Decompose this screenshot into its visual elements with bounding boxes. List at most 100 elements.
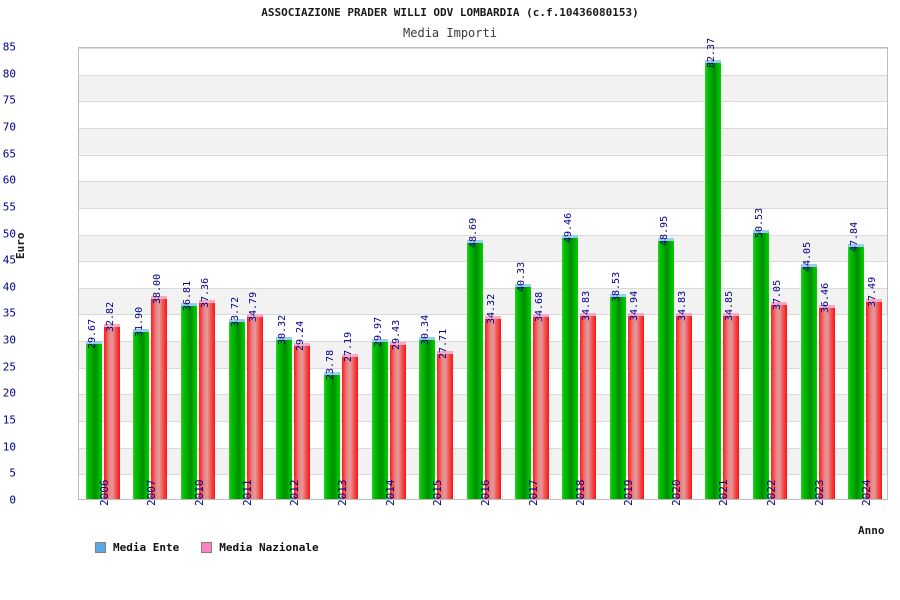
y-axis-tick-label: 70: [2, 120, 16, 134]
legend-label-media-nazionale: Media Nazionale: [219, 541, 319, 554]
y-axis-tick-label: 65: [2, 147, 16, 161]
bar-value-label: 31.90: [134, 306, 146, 337]
bar-media-nazionale[interactable]: [675, 313, 692, 499]
bar-media-nazionale[interactable]: [627, 312, 644, 499]
gridline: [79, 74, 887, 76]
bar-cap: [723, 313, 740, 317]
bar-media-ente[interactable]: [276, 337, 293, 499]
y-axis-tick-label: 80: [2, 67, 16, 81]
gridline: [79, 154, 887, 156]
bar-value-label: 23.78: [325, 350, 337, 381]
y-axis-tick-label: 55: [2, 200, 16, 214]
bar-media-ente[interactable]: [562, 235, 579, 499]
bar-value-label: 33.72: [229, 297, 241, 328]
bar-media-ente[interactable]: [371, 339, 388, 499]
y-axis-tick-label: 15: [2, 413, 16, 427]
bar-media-ente[interactable]: [228, 319, 245, 499]
bar-cap: [103, 324, 120, 328]
bar-cap: [818, 304, 835, 308]
x-axis-tick-label: 2019: [621, 479, 635, 507]
bar-media-nazionale[interactable]: [342, 354, 359, 499]
bar-cap: [85, 340, 102, 344]
y-axis-tick-label: 0: [9, 493, 16, 507]
bar-cap: [705, 60, 722, 64]
y-axis-tick-label: 20: [2, 386, 16, 400]
y-axis-tick-label: 10: [2, 440, 16, 454]
bar-cap: [866, 299, 883, 303]
bar-media-ente[interactable]: [657, 238, 674, 499]
bar-media-ente[interactable]: [705, 60, 722, 499]
bar-media-nazionale[interactable]: [199, 299, 216, 499]
bar-media-ente[interactable]: [133, 329, 150, 499]
plot-band: [79, 234, 887, 262]
x-axis-tick-label: 2023: [812, 479, 826, 507]
bar-cap: [276, 337, 293, 341]
bar-value-label: 37.36: [200, 277, 212, 308]
y-axis-tick-label: 75: [2, 93, 16, 107]
bar-media-nazionale[interactable]: [532, 314, 549, 499]
bar-media-nazionale[interactable]: [246, 313, 263, 499]
bar-media-ente[interactable]: [609, 293, 626, 499]
plot-band: [79, 74, 887, 102]
bar-media-nazionale[interactable]: [770, 301, 787, 499]
bar-media-ente[interactable]: [419, 337, 436, 499]
bar-value-label: 36.46: [819, 282, 831, 313]
bar-cap: [199, 299, 216, 303]
bar-value-label: 36.81: [182, 280, 194, 311]
gridline: [79, 127, 887, 129]
bar-media-ente[interactable]: [467, 239, 483, 499]
bar-value-label: 34.68: [533, 292, 545, 323]
legend-swatch-media-ente: [95, 542, 106, 553]
x-axis-tick-label: 2024: [860, 479, 874, 507]
bar-media-ente[interactable]: [800, 264, 817, 499]
bar-media-nazionale[interactable]: [294, 343, 311, 499]
bar-media-nazionale[interactable]: [103, 324, 120, 499]
x-axis-tick-label: 2006: [97, 479, 111, 507]
bar-value-label: 34.83: [676, 291, 688, 322]
bar-media-nazionale[interactable]: [580, 313, 597, 499]
bar-media-nazionale[interactable]: [389, 342, 406, 499]
bar-media-ente[interactable]: [181, 302, 198, 499]
bar-media-nazionale[interactable]: [866, 299, 883, 499]
bar-value-label: 48.95: [658, 216, 670, 247]
bar-value-label: 48.69: [468, 217, 479, 248]
bar-value-label: 29.97: [372, 317, 384, 348]
legend-item-media-nazionale[interactable]: Media Nazionale: [201, 541, 319, 554]
bar-media-ente[interactable]: [85, 340, 102, 499]
bar-value-label: 34.83: [581, 291, 593, 322]
y-axis-tick-label: 45: [2, 253, 16, 267]
plot-band: [79, 127, 887, 155]
bar-cap: [514, 284, 531, 288]
bar-media-nazionale[interactable]: [818, 304, 835, 499]
bar-value-label: 49.46: [563, 213, 575, 244]
bar-value-label: 38.00: [152, 274, 164, 305]
bar-media-ente[interactable]: [324, 372, 341, 499]
bar-media-nazionale[interactable]: [437, 351, 454, 499]
x-axis-tick-label: 2010: [193, 479, 207, 507]
bar-media-ente[interactable]: [752, 229, 769, 499]
bar-cap: [485, 316, 501, 320]
bar-media-nazionale[interactable]: [151, 296, 168, 499]
bar-value-label: 29.43: [390, 320, 402, 351]
bar-cap: [371, 339, 388, 343]
gridline: [79, 341, 887, 343]
x-axis-tick-label: 2015: [431, 479, 445, 507]
gridline: [79, 394, 887, 396]
bar-value-label: 50.53: [753, 207, 765, 238]
bar-cap: [609, 293, 626, 297]
gridline: [79, 234, 887, 236]
x-axis-tick-label: 2017: [526, 479, 540, 507]
x-axis-tick-label: 2016: [479, 479, 492, 507]
bar-value-label: 29.67: [86, 318, 98, 349]
bar-media-ente[interactable]: [848, 244, 865, 499]
bar-value-label: 44.05: [801, 242, 813, 273]
chart-legend: Media Ente Media Nazionale: [95, 541, 319, 554]
bar-value-label: 34.94: [628, 290, 640, 321]
bar-media-nazionale[interactable]: [723, 313, 740, 499]
gridline: [79, 447, 887, 449]
bar-cap: [181, 302, 198, 306]
legend-item-media-ente[interactable]: Media Ente: [95, 541, 179, 554]
bar-media-ente[interactable]: [514, 284, 531, 499]
bar-cap: [800, 264, 817, 268]
bar-media-nazionale[interactable]: [485, 316, 501, 499]
